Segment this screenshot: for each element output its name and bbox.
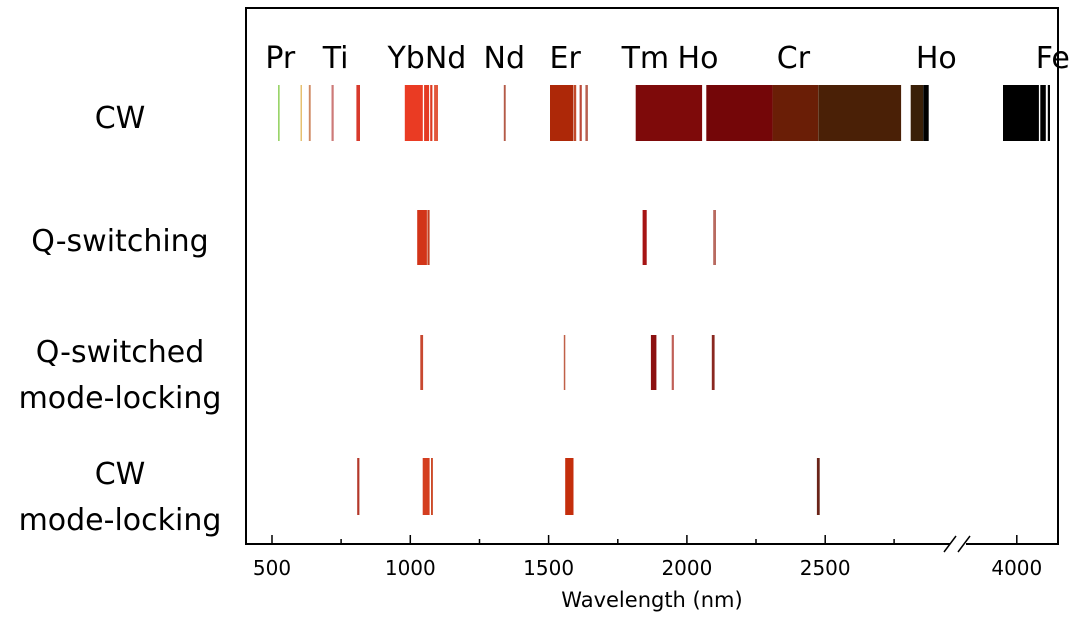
spectral-band bbox=[417, 210, 427, 265]
spectral-band bbox=[550, 85, 574, 141]
spectral-band bbox=[565, 458, 574, 515]
spectral-band bbox=[585, 85, 588, 141]
spectral-band bbox=[430, 85, 433, 141]
axis-break-slash bbox=[943, 535, 957, 553]
row-label-line: mode-locking bbox=[18, 381, 222, 416]
x-tick-label: 2000 bbox=[661, 556, 713, 580]
row-label-line: CW bbox=[94, 457, 146, 492]
spectral-band bbox=[713, 210, 716, 265]
spectral-band bbox=[816, 458, 820, 515]
spectral-band bbox=[706, 85, 773, 141]
x-tick-label: 4000 bbox=[991, 556, 1043, 580]
row-label: CW bbox=[0, 96, 240, 142]
spectral-band bbox=[422, 458, 430, 515]
element-label: YbNd bbox=[387, 41, 467, 76]
x-axis-title: Wavelength (nm) bbox=[561, 588, 743, 612]
element-label: Fe bbox=[1035, 41, 1070, 76]
spectral-band bbox=[357, 458, 360, 515]
axis-break bbox=[943, 535, 971, 553]
spectral-band bbox=[308, 85, 311, 141]
spectral-band bbox=[278, 85, 280, 141]
spectral-band bbox=[331, 85, 334, 141]
axis-break-slash bbox=[957, 535, 971, 553]
element-label: Ho bbox=[677, 41, 719, 76]
spectral-band bbox=[772, 85, 819, 141]
spectral-band bbox=[818, 85, 902, 141]
spectral-band bbox=[300, 85, 302, 141]
spectral-band bbox=[420, 335, 424, 390]
element-label: Pr bbox=[265, 41, 296, 76]
row-label-line: mode-locking bbox=[18, 503, 222, 538]
row-label-line: Q-switched bbox=[35, 335, 205, 370]
element-label: Ho bbox=[915, 41, 957, 76]
spectral-band bbox=[574, 85, 577, 141]
spectral-band bbox=[434, 85, 438, 141]
spectral-band bbox=[356, 85, 360, 141]
spectral-band bbox=[635, 85, 703, 141]
row-label-line: CW bbox=[94, 101, 146, 136]
element-label: Ti bbox=[322, 41, 349, 76]
spectral-band bbox=[910, 85, 924, 141]
x-tick-label: 500 bbox=[252, 556, 292, 580]
spectral-band bbox=[431, 458, 433, 515]
spectral-band bbox=[563, 335, 566, 390]
spectral-band bbox=[711, 335, 715, 390]
spectral-band bbox=[579, 85, 582, 141]
spectral-band bbox=[503, 85, 506, 141]
row-label: CW mode-locking bbox=[0, 452, 240, 544]
spectral-band bbox=[1003, 85, 1039, 141]
x-tick-label: 1000 bbox=[384, 556, 436, 580]
row-label-line: Q-switching bbox=[31, 224, 209, 259]
row-label: Q-switching bbox=[0, 219, 240, 265]
x-tick-label: 2500 bbox=[799, 556, 851, 580]
spectral-band bbox=[923, 85, 929, 141]
element-label: Cr bbox=[776, 41, 811, 76]
spectral-band bbox=[1040, 85, 1046, 141]
ticks-layer bbox=[271, 535, 1018, 544]
spectral-band bbox=[404, 85, 423, 141]
spectral-band bbox=[650, 335, 657, 390]
x-tick-label: 1500 bbox=[523, 556, 575, 580]
element-label: Er bbox=[549, 41, 581, 76]
spectral-band bbox=[642, 210, 647, 265]
element-label: Tm bbox=[621, 41, 670, 76]
row-label: Q-switched mode-locking bbox=[0, 330, 240, 422]
plot-frame bbox=[245, 7, 1059, 545]
element-label: Nd bbox=[483, 41, 526, 76]
spectral-band bbox=[671, 335, 674, 390]
spectral-band bbox=[427, 210, 430, 265]
bands-layer bbox=[278, 85, 1050, 515]
spectral-band bbox=[1047, 85, 1050, 141]
spectral-band bbox=[424, 85, 430, 141]
